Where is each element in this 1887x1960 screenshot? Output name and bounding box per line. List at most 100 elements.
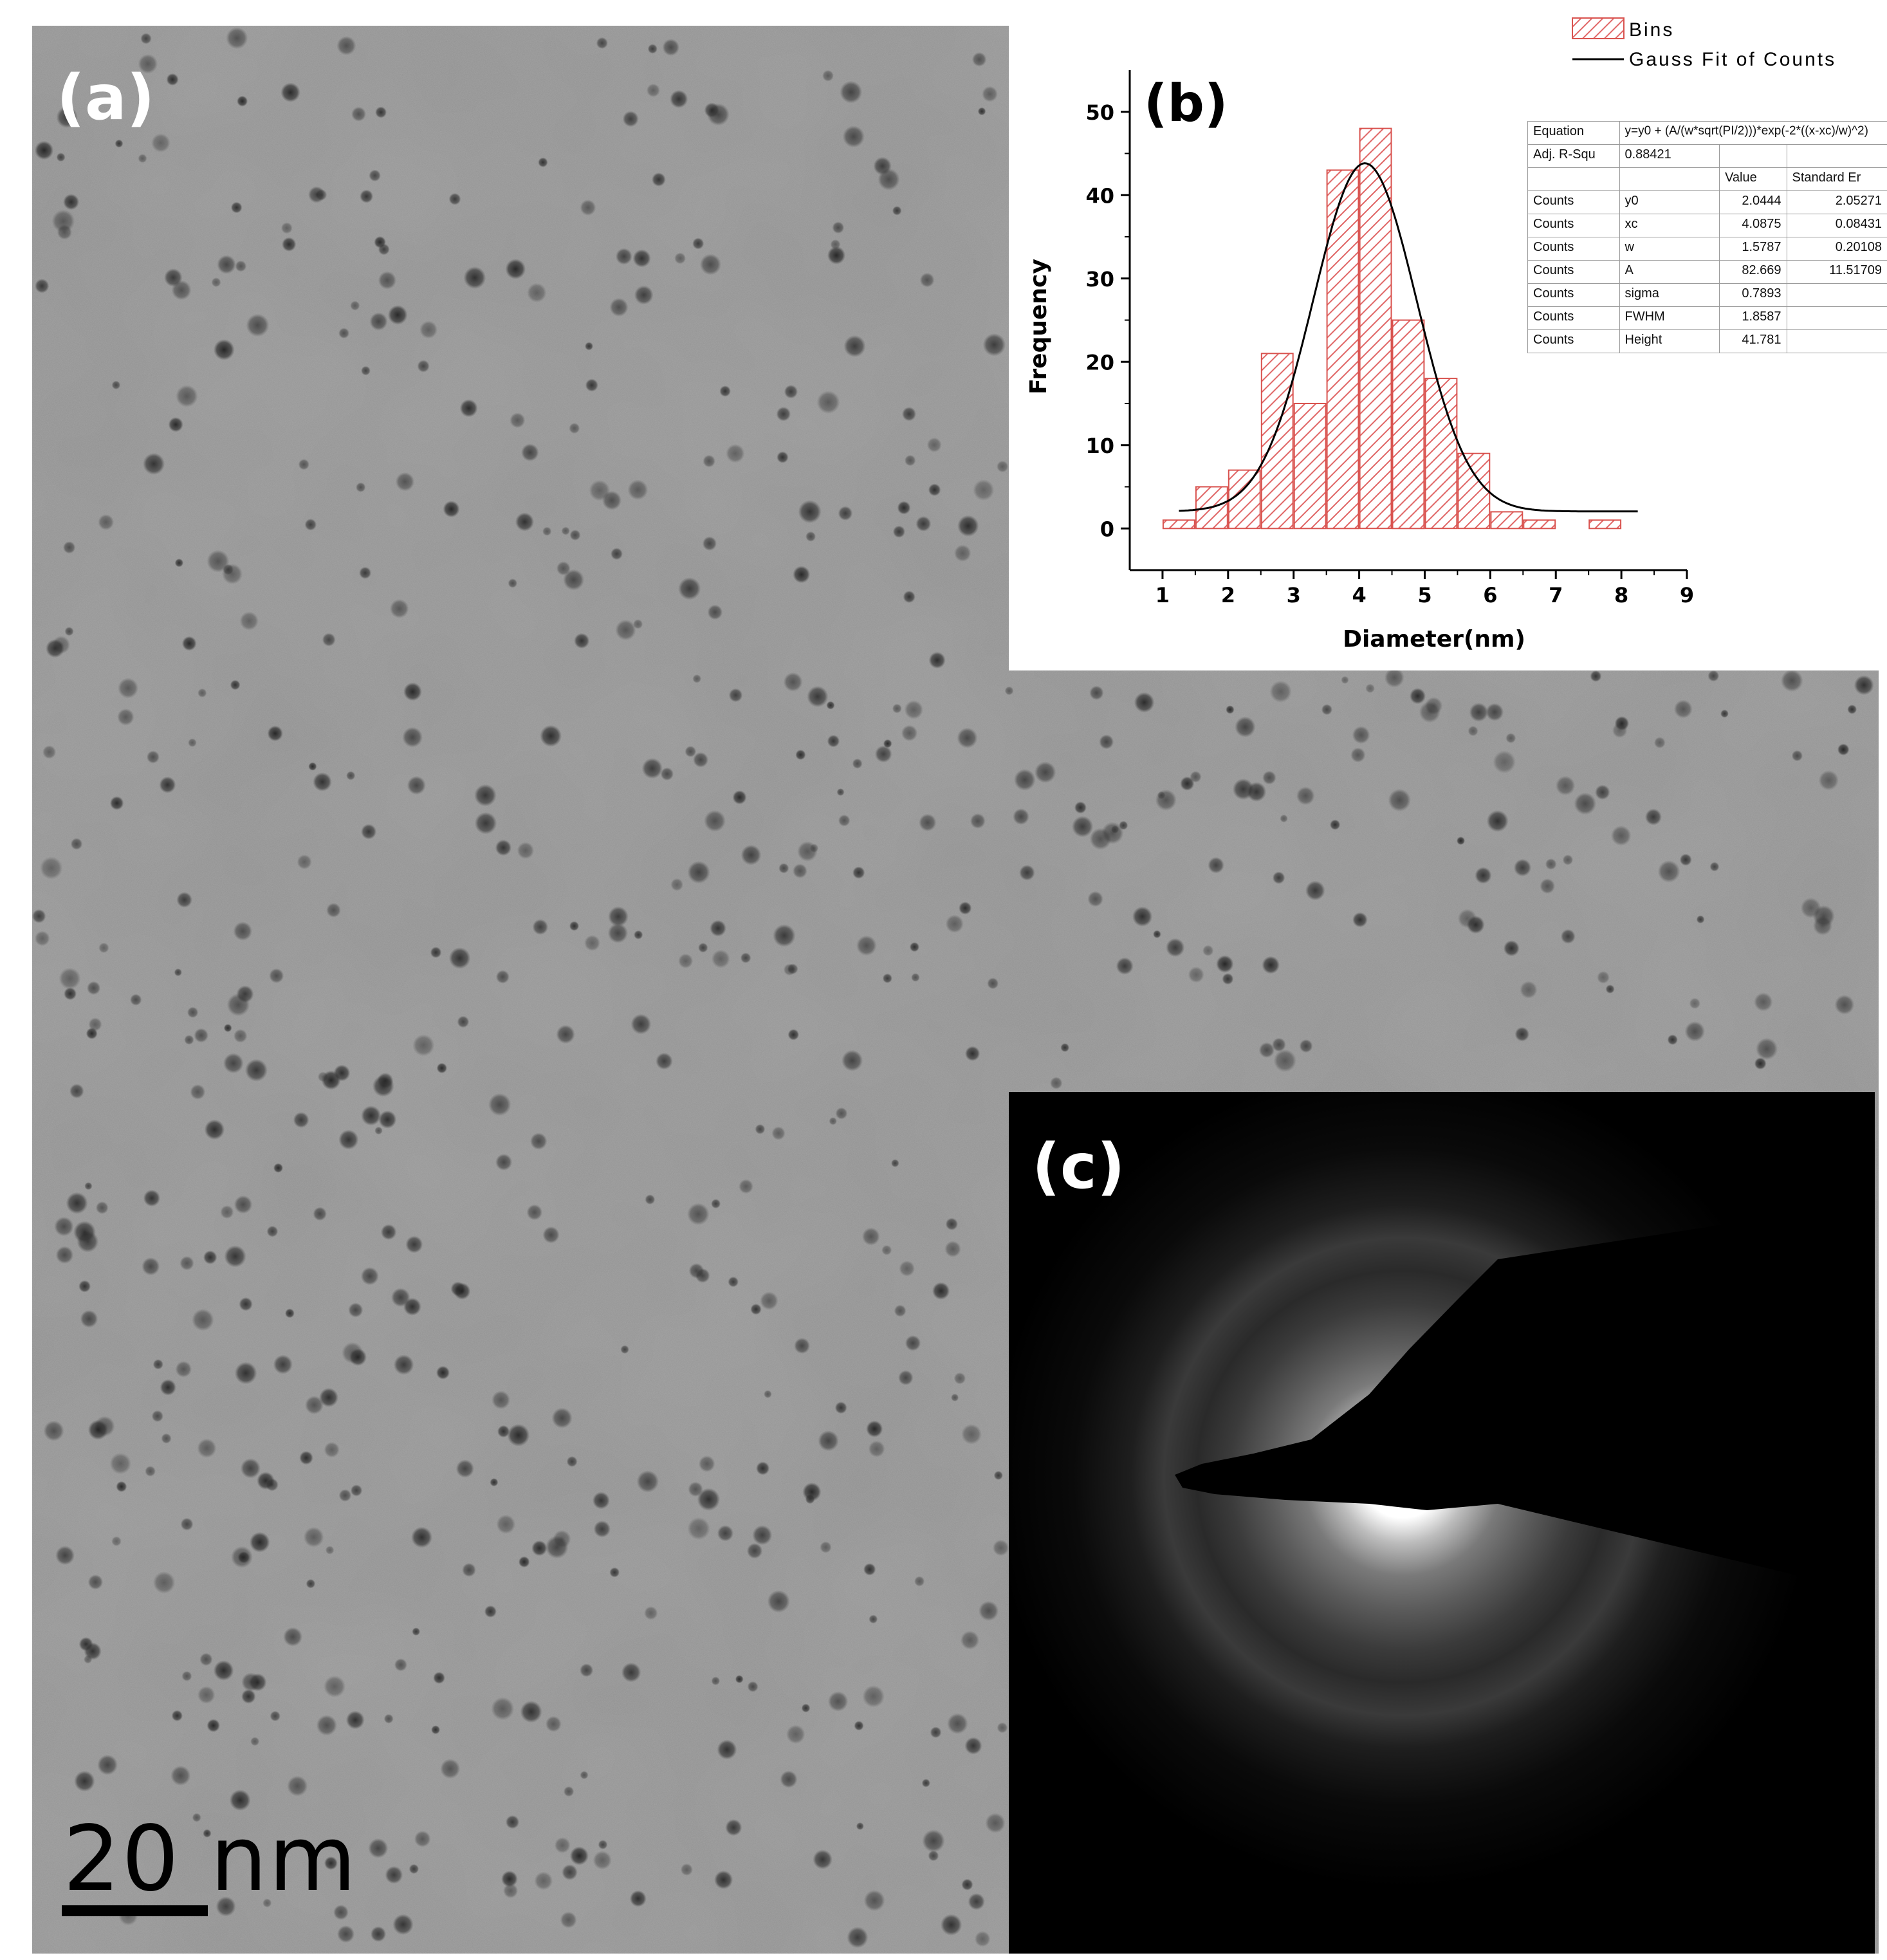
histogram-bar (1588, 519, 1622, 530)
nanoparticle (145, 1466, 156, 1477)
nanoparticle (793, 864, 807, 878)
nanoparticle (892, 206, 902, 216)
nanoparticle (776, 407, 791, 421)
x-tick-label: 1 (1155, 583, 1170, 607)
nanoparticle (412, 1627, 421, 1636)
histogram-chart: 1 2 3 4 5 6 7 8 9 0 10 20 30 40 50 Diameter(nm) Freque… (1026, 17, 1887, 652)
nanoparticle (293, 1112, 309, 1128)
nanoparticle (377, 1072, 394, 1089)
nanoparticle (1679, 853, 1692, 866)
fit-table-cell: w (1619, 237, 1720, 261)
nanoparticle (345, 1710, 365, 1730)
nanoparticle (795, 749, 806, 761)
nanoparticle (866, 1420, 883, 1438)
fit-table-cell: 0.08431 (1786, 214, 1887, 237)
nanoparticle (898, 1370, 914, 1385)
histogram-bar (1162, 519, 1195, 530)
nanoparticle (993, 1470, 1003, 1480)
nanoparticle (495, 1154, 513, 1171)
nanoparticle (224, 1245, 246, 1268)
y-tick-label: 0 (1100, 517, 1114, 541)
nanoparticle (874, 745, 892, 763)
nanoparticle (298, 459, 309, 470)
nanoparticle (78, 1280, 91, 1293)
fit-table-cell: Counts (1527, 329, 1620, 353)
nanoparticle (662, 39, 680, 56)
nanoparticle (1350, 747, 1366, 763)
nanoparticle (160, 1379, 176, 1396)
fit-table-cell: 0.7893 (1719, 283, 1787, 307)
x-tick-label: 7 (1549, 583, 1563, 607)
nanoparticle (496, 1514, 516, 1534)
nanoparticle (1755, 1037, 1778, 1060)
legend-swatch-bins (1572, 17, 1625, 39)
nanoparticle (959, 901, 972, 915)
nanoparticle (711, 1199, 721, 1209)
nanoparticle (109, 1452, 131, 1475)
nanoparticle (891, 1159, 899, 1167)
nanoparticle (454, 1282, 471, 1300)
nanoparticle (87, 1419, 108, 1440)
nanoparticle (903, 590, 916, 604)
nanoparticle (771, 1126, 786, 1140)
nanoparticle (323, 1675, 346, 1697)
nanoparticle (1352, 726, 1370, 744)
nanoparticle (1262, 770, 1276, 785)
nanoparticle (899, 1261, 916, 1277)
nanoparticle (842, 125, 865, 148)
nanoparticle (348, 1302, 364, 1318)
nanoparticle (507, 1423, 530, 1447)
nanoparticle (359, 566, 372, 579)
nanoparticle (34, 279, 50, 293)
nanoparticle (680, 1863, 693, 1876)
histogram-bar (1523, 519, 1556, 530)
nanoparticle (1597, 971, 1610, 984)
nanoparticle (217, 255, 236, 274)
nanoparticle (805, 531, 816, 542)
nanoparticle (409, 1863, 419, 1874)
nanoparticle (1190, 771, 1202, 783)
nanoparticle (1034, 761, 1056, 783)
y-tick-label: 10 (1085, 434, 1114, 458)
nanoparticle (542, 526, 552, 536)
fit-table-cell: 11.51709 (1786, 260, 1887, 284)
nanoparticle (324, 1856, 338, 1870)
nanoparticle (403, 682, 422, 701)
nanoparticle (784, 385, 798, 399)
nanoparticle (692, 237, 704, 250)
nanoparticle (111, 380, 121, 390)
nanoparticle (55, 1546, 75, 1566)
nanoparticle (319, 1387, 338, 1407)
nanoparticle (1101, 822, 1124, 844)
nanoparticle (270, 1710, 281, 1722)
nanoparticle (501, 1871, 518, 1887)
nanoparticle (732, 790, 747, 805)
nanoparticle (714, 1870, 733, 1889)
nanoparticle (51, 636, 71, 654)
nanoparticle (378, 1110, 397, 1129)
nanoparticle (505, 259, 526, 279)
panel-c-label: (c) (1032, 1131, 1125, 1203)
nanoparticle (928, 1850, 939, 1862)
nanoparticle (919, 813, 937, 832)
nanoparticle (829, 1117, 837, 1125)
nanoparticle (223, 1024, 232, 1032)
nanoparticle (1419, 701, 1441, 723)
nanoparticle (728, 688, 743, 703)
nanoparticle (904, 454, 916, 467)
nanoparticle (1818, 770, 1839, 791)
nanoparticle (852, 758, 863, 769)
fit-table-cell: Height (1619, 329, 1720, 353)
nanoparticle (852, 866, 865, 879)
nanoparticle (207, 1719, 221, 1732)
nanoparticle (1384, 667, 1404, 688)
fit-table-cell (1786, 329, 1887, 353)
nanoparticle (510, 412, 526, 429)
nanoparticle (787, 1029, 800, 1040)
nanoparticle (987, 977, 999, 990)
nanoparticle (863, 1890, 885, 1912)
nanoparticle (443, 501, 460, 518)
nanoparticle (86, 981, 101, 995)
nanoparticle (360, 1267, 379, 1286)
nanoparticle (881, 1244, 892, 1255)
